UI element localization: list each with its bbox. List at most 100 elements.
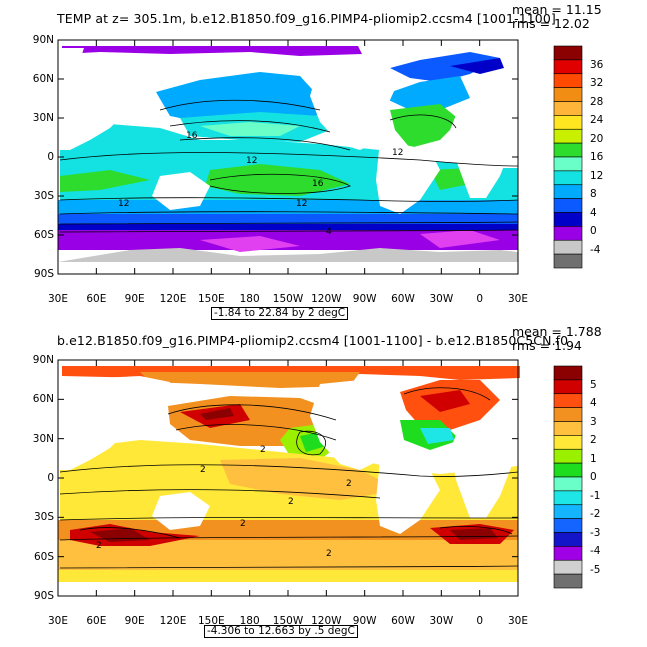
australia-land — [152, 172, 210, 210]
colorbar-swatch — [553, 504, 583, 519]
colorbar-swatch — [553, 490, 583, 506]
colorbar-swatch — [553, 253, 583, 269]
panel-2-range-label: -4.306 to 12.663 by .5 degC — [204, 625, 358, 638]
x-tick-label: 120E — [159, 615, 187, 627]
colorbar-label: 12 — [590, 169, 604, 182]
north-america-land — [310, 378, 400, 470]
x-tick-label: 30E — [48, 615, 68, 627]
y-tick-label: 90S — [33, 590, 54, 602]
eurasia-land — [58, 376, 170, 470]
y-tick-label: 0 — [47, 472, 54, 484]
arctic-region — [62, 46, 362, 56]
panel-1-title: TEMP at z= 305.1m, b.e12.B1850.f09_g16.P… — [57, 11, 556, 26]
contour-label: 2 — [346, 479, 352, 489]
colorbar-label: 0 — [590, 471, 597, 483]
contour-label: 12 — [392, 148, 403, 158]
x-tick-label: 60W — [391, 293, 415, 305]
colorbar-swatch — [553, 407, 583, 422]
x-tick-label: 180 — [239, 293, 260, 305]
y-tick-label: 0 — [47, 151, 54, 163]
panel-1-range-label: -1.84 to 22.84 by 2 degC — [211, 307, 349, 320]
y-tick-label: 30S — [33, 511, 54, 524]
colorbar-swatch — [553, 435, 583, 450]
x-tick-label: 0 — [476, 293, 483, 305]
colorbar-label: 1 — [590, 452, 597, 465]
x-tick-label: 60W — [391, 615, 415, 627]
australia-land — [152, 492, 210, 530]
contour-label: 16 — [312, 179, 324, 189]
x-tick-label: 30E — [508, 293, 528, 305]
colorbar-label: 4 — [590, 397, 597, 409]
colorbar-label: -2 — [590, 508, 601, 520]
colorbar-swatch — [553, 546, 583, 561]
eurasia-land — [58, 56, 170, 150]
contour-label: 12 — [296, 199, 307, 209]
contour-label: 12 — [246, 156, 257, 166]
panel-2-contours — [59, 387, 519, 569]
north-america-land — [310, 58, 400, 150]
panel-1-rms: rms = 12.02 — [512, 16, 590, 31]
colorbar-label: 28 — [590, 95, 604, 108]
x-tick-label: 0 — [476, 615, 483, 627]
y-tick-label: 60S — [33, 550, 54, 563]
panel-1-contours — [59, 99, 519, 233]
colorbar-label: 5 — [590, 378, 597, 391]
colorbar-swatch — [553, 365, 583, 381]
colorbar-swatch — [553, 448, 583, 464]
colorbar-label: 2 — [590, 434, 597, 446]
x-tick-label: 90W — [352, 615, 377, 627]
colorbar-label: -4 — [590, 243, 601, 256]
x-tick-label: 30W — [429, 293, 454, 305]
panel-2-title: b.e12.B1850.f09_g16.PIMP4-pliomip2.ccsm4… — [57, 333, 569, 348]
x-tick-label: 120E — [159, 293, 187, 305]
colorbar-label: -4 — [590, 545, 601, 557]
y-tick-label: 30S — [33, 190, 54, 202]
south-america-land — [376, 460, 440, 534]
colorbar-label: 4 — [590, 206, 597, 219]
contour-label: 2 — [240, 519, 246, 529]
x-tick-label: 60E — [86, 615, 107, 627]
colorbar-swatch — [553, 462, 583, 478]
y-tick-label: 90S — [33, 268, 54, 280]
contour-label: 2 — [200, 465, 206, 475]
contour-label: 2 — [260, 445, 266, 455]
panel-2-rms: rms = 1.94 — [512, 338, 582, 353]
colorbar-label: 3 — [590, 415, 597, 428]
contour-label: 12 — [118, 199, 129, 209]
colorbar-label: 36 — [590, 58, 604, 71]
colorbar-swatch — [553, 421, 583, 436]
colorbar-label: -1 — [590, 489, 601, 502]
africa-land — [450, 428, 514, 518]
colorbar-swatch — [553, 518, 583, 533]
contour-label: 4 — [326, 227, 332, 237]
x-tick-label: 180 — [239, 615, 260, 627]
colorbar-swatch — [553, 476, 583, 492]
y-tick-label: 60S — [33, 229, 54, 241]
contour-label: 16 — [186, 131, 198, 141]
x-tick-label: 120W — [311, 615, 342, 627]
colorbar-label: 16 — [590, 151, 604, 163]
x-tick-label: 150E — [197, 293, 225, 305]
panel-1-mean: mean = 11.15 — [512, 2, 602, 17]
x-tick-label: 30W — [429, 615, 454, 627]
x-tick-label: 30E — [48, 293, 68, 305]
panel-1-colorbar — [553, 45, 583, 269]
y-tick-label: 90N — [32, 34, 54, 46]
colorbar-label: 24 — [590, 114, 604, 126]
x-tick-label: 90W — [352, 293, 377, 305]
contour-label: 2 — [96, 541, 102, 551]
y-tick-label: 30N — [32, 112, 54, 124]
colorbar-label: 32 — [590, 77, 604, 89]
x-tick-label: 150W — [272, 615, 304, 627]
x-tick-label: 60E — [86, 293, 107, 305]
colorbar-swatch — [553, 379, 583, 395]
x-tick-label: 90E — [124, 293, 145, 305]
colorbar-swatch — [553, 573, 583, 589]
x-tick-label: 30E — [508, 615, 528, 627]
colorbar-swatch — [553, 532, 583, 547]
x-tick-label: 150E — [197, 615, 225, 627]
y-tick-label: 90N — [32, 354, 54, 366]
x-tick-label: 150W — [272, 293, 304, 305]
